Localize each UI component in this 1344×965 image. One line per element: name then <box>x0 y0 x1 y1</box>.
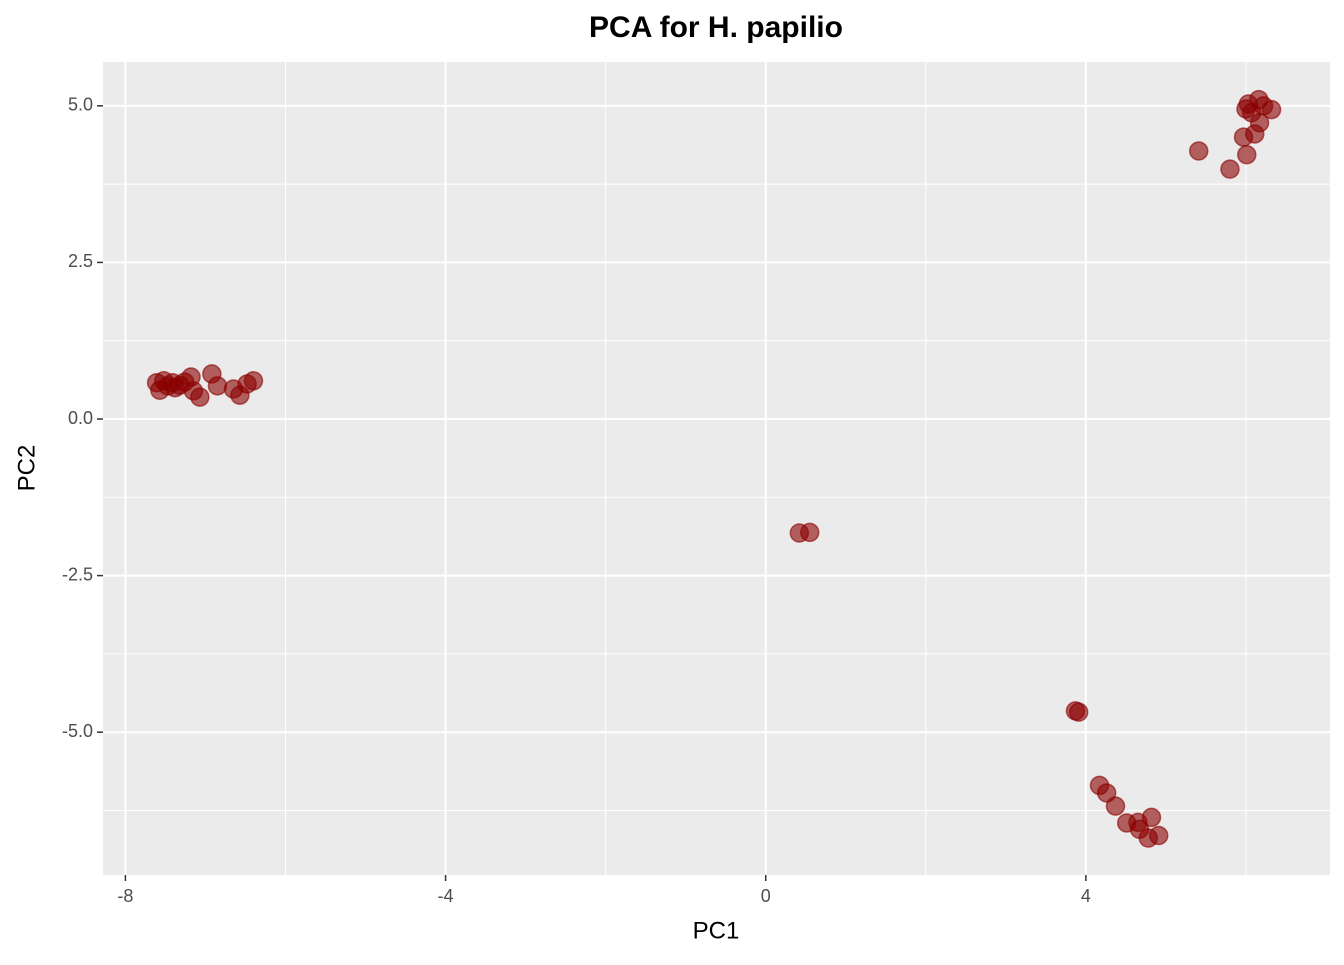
x-tick-label: 0 <box>761 886 771 906</box>
points <box>146 89 1282 848</box>
point <box>1261 99 1282 120</box>
point <box>1068 702 1089 722</box>
point <box>1220 159 1240 179</box>
y-tick-label: 5.0 <box>68 95 93 115</box>
point <box>243 371 264 391</box>
point <box>190 387 210 407</box>
point <box>207 376 228 396</box>
point <box>1188 141 1209 161</box>
point <box>1148 825 1169 846</box>
grid <box>103 62 1330 875</box>
point <box>1237 144 1257 165</box>
y-tick-label: 2.5 <box>68 251 93 271</box>
x-tick-label: 4 <box>1081 886 1091 906</box>
x-tick-label: -4 <box>438 886 454 906</box>
chart-title: PCA for H. papilio <box>589 11 843 44</box>
x-tick-label: -8 <box>117 886 133 906</box>
panel <box>103 62 1330 875</box>
point <box>1141 807 1162 828</box>
point <box>799 522 820 543</box>
y-axis-label: PC2 <box>13 445 40 492</box>
y-tick-label: 0.0 <box>68 408 93 428</box>
y-tick-label: -5.0 <box>62 721 93 741</box>
point <box>1105 796 1126 816</box>
y-tick-label: -2.5 <box>62 564 93 584</box>
x-axis-label: PC1 <box>693 917 740 944</box>
